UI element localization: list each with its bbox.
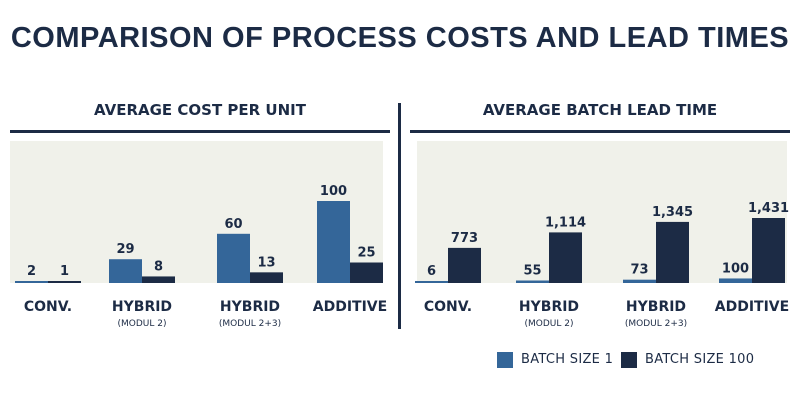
- lead-time-category-sublabel-2: (MODUL 2): [525, 319, 574, 329]
- lead-time-bar-batch-100-3: [656, 221, 689, 283]
- cost-category-sublabel-2: (MODUL 2): [118, 319, 167, 329]
- cost-bar-batch-100-2: [142, 276, 175, 283]
- cost-bar-batch-100-1: [48, 281, 81, 283]
- lead-time-data-label-batch-100-2: 1,114: [545, 215, 586, 230]
- lead-time-data-label-batch-1-3: 73: [630, 263, 648, 278]
- cost-data-label-batch-1-1: 2: [27, 264, 36, 279]
- lead-time-data-label-batch-1-2: 55: [523, 264, 541, 279]
- cost-bar-batch-100-3: [250, 272, 283, 283]
- lead-time-category-sublabel-3: (MODUL 2+3): [625, 319, 687, 329]
- cost-category-sublabel-3: (MODUL 2+3): [219, 319, 281, 329]
- lead-time-bar-batch-100-4: [752, 218, 785, 283]
- legend-swatch-batch-1: [497, 352, 513, 368]
- cost-bar-batch-100-4: [350, 262, 383, 283]
- lead-time-bar-batch-1-2: [516, 280, 549, 283]
- cost-data-label-batch-1-4: 100: [320, 184, 347, 199]
- cost-chart-title: AVERAGE COST PER UNIT: [94, 101, 306, 119]
- lead-time-bar-batch-100-2: [549, 232, 582, 283]
- lead-time-data-label-batch-1-1: 6: [427, 264, 436, 279]
- cost-data-label-batch-100-4: 25: [357, 246, 375, 261]
- lead-time-data-label-batch-1-4: 100: [722, 261, 749, 276]
- cost-bar-batch-1-4: [317, 201, 350, 283]
- lead-time-bar-batch-1-1: [415, 281, 448, 283]
- lead-time-bar-batch-100-1: [448, 247, 481, 283]
- panel-divider: [398, 103, 401, 329]
- lead-time-data-label-batch-100-4: 1,431: [748, 201, 789, 216]
- cost-data-label-batch-100-2: 8: [154, 259, 163, 274]
- lead-time-bar-batch-1-3: [623, 279, 656, 283]
- legend-swatch-batch-100: [621, 352, 637, 368]
- lead-time-chart-title: AVERAGE BATCH LEAD TIME: [482, 101, 718, 119]
- cost-data-label-batch-1-2: 29: [116, 242, 134, 257]
- cost-category-label-3: HYBRID: [220, 299, 280, 315]
- cost-bar-batch-1-1: [15, 281, 48, 283]
- cost-bar-batch-1-2: [109, 259, 142, 283]
- lead-time-category-label-2: HYBRID: [519, 299, 579, 315]
- lead-time-data-label-batch-100-3: 1,345: [652, 205, 693, 220]
- lead-time-category-label-1: CONV.: [424, 299, 472, 315]
- cost-data-label-batch-100-3: 13: [257, 255, 275, 270]
- cost-category-label-4: ADDITIVE: [313, 299, 387, 315]
- lead-time-bar-batch-1-4: [719, 278, 752, 283]
- cost-category-label-1: CONV.: [24, 299, 72, 315]
- cost-category-label-2: HYBRID: [112, 299, 172, 315]
- lead-time-category-label-3: HYBRID: [626, 299, 686, 315]
- legend-label-batch-1: BATCH SIZE 1: [521, 352, 614, 367]
- lead-time-category-label-4: ADDITIVE: [715, 299, 789, 315]
- legend-label-batch-100: BATCH SIZE 100: [645, 352, 755, 367]
- cost-data-label-batch-1-3: 60: [224, 217, 242, 232]
- cost-bar-batch-1-3: [217, 233, 250, 283]
- cost-data-label-batch-100-1: 1: [60, 264, 69, 279]
- cost-title-rule: [10, 130, 390, 133]
- lead-time-data-label-batch-100-1: 773: [451, 231, 478, 246]
- lead-time-title-rule: [410, 130, 790, 133]
- page-title: COMPARISON OF PROCESS COSTS AND LEAD TIM…: [10, 22, 790, 54]
